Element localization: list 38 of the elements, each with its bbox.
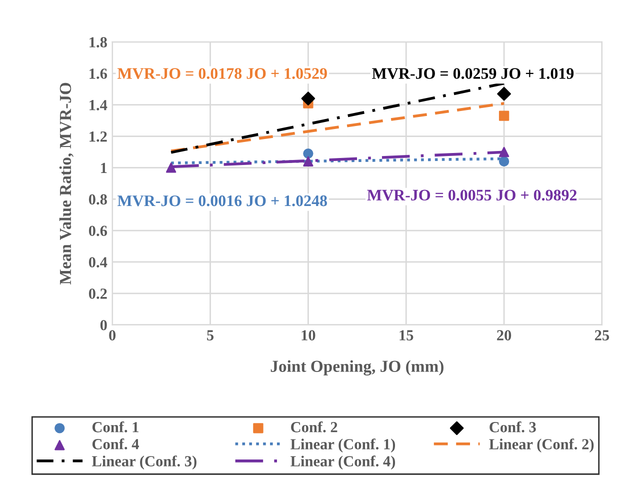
y-tick-label: 1.6: [90, 68, 108, 79]
legend-label: Linear (Conf. 4): [290, 456, 396, 470]
annotation: MVR-JO = 0.0016 JO + 1.0248: [117, 195, 327, 206]
x-tick-label: 15: [400, 330, 414, 340]
point: [166, 162, 176, 173]
x-tick-label: 25: [594, 330, 610, 340]
y-tick-label: 0.6: [88, 226, 108, 236]
annotation: MVR-JO = 0.0055 JO + 0.9892: [367, 190, 577, 201]
legend-label: Conf. 1: [92, 421, 138, 432]
y-tick-label: 0.4: [88, 257, 108, 268]
legend-label: Conf. 3: [490, 421, 536, 432]
y-tick-label: 0.8: [88, 194, 107, 205]
annotation: MVR-JO = 0.0259 JO + 1.019: [372, 68, 574, 79]
annotation: MVR-JO = 0.0178 JO + 1.0529: [117, 68, 327, 79]
point: [498, 146, 510, 158]
y-tick-label: 1.8: [90, 37, 107, 48]
x-tick-label: 20: [497, 330, 512, 340]
legend-label: Linear (Conf. 2): [489, 438, 594, 452]
y-tick-label: 1: [101, 162, 107, 173]
legend-label: Linear (Conf. 3): [92, 455, 196, 470]
y-tick-label: 1.2: [90, 131, 107, 142]
x-tick-label: 10: [302, 330, 316, 340]
legend-label: Conf. 2: [291, 421, 338, 432]
y-tick-label: 1.4: [90, 100, 108, 110]
x-tick-label: 0: [109, 330, 116, 340]
y-tick-label: 0.2: [88, 288, 107, 299]
x-tick-label: 5: [207, 330, 214, 340]
point: [497, 86, 511, 101]
y-axis-title: Mean Value Ratio, MVR-JO: [59, 82, 74, 285]
point: [303, 156, 314, 166]
legend-label: Conf. 4: [92, 438, 139, 450]
y-tick-label: 0: [100, 320, 107, 330]
point: [498, 156, 510, 166]
point: [303, 148, 314, 159]
x-axis-title: Joint Opening, JO (mm): [270, 360, 444, 376]
point: [301, 92, 316, 106]
point: [498, 110, 510, 121]
legend-label: Linear (Conf. 1): [290, 438, 396, 452]
